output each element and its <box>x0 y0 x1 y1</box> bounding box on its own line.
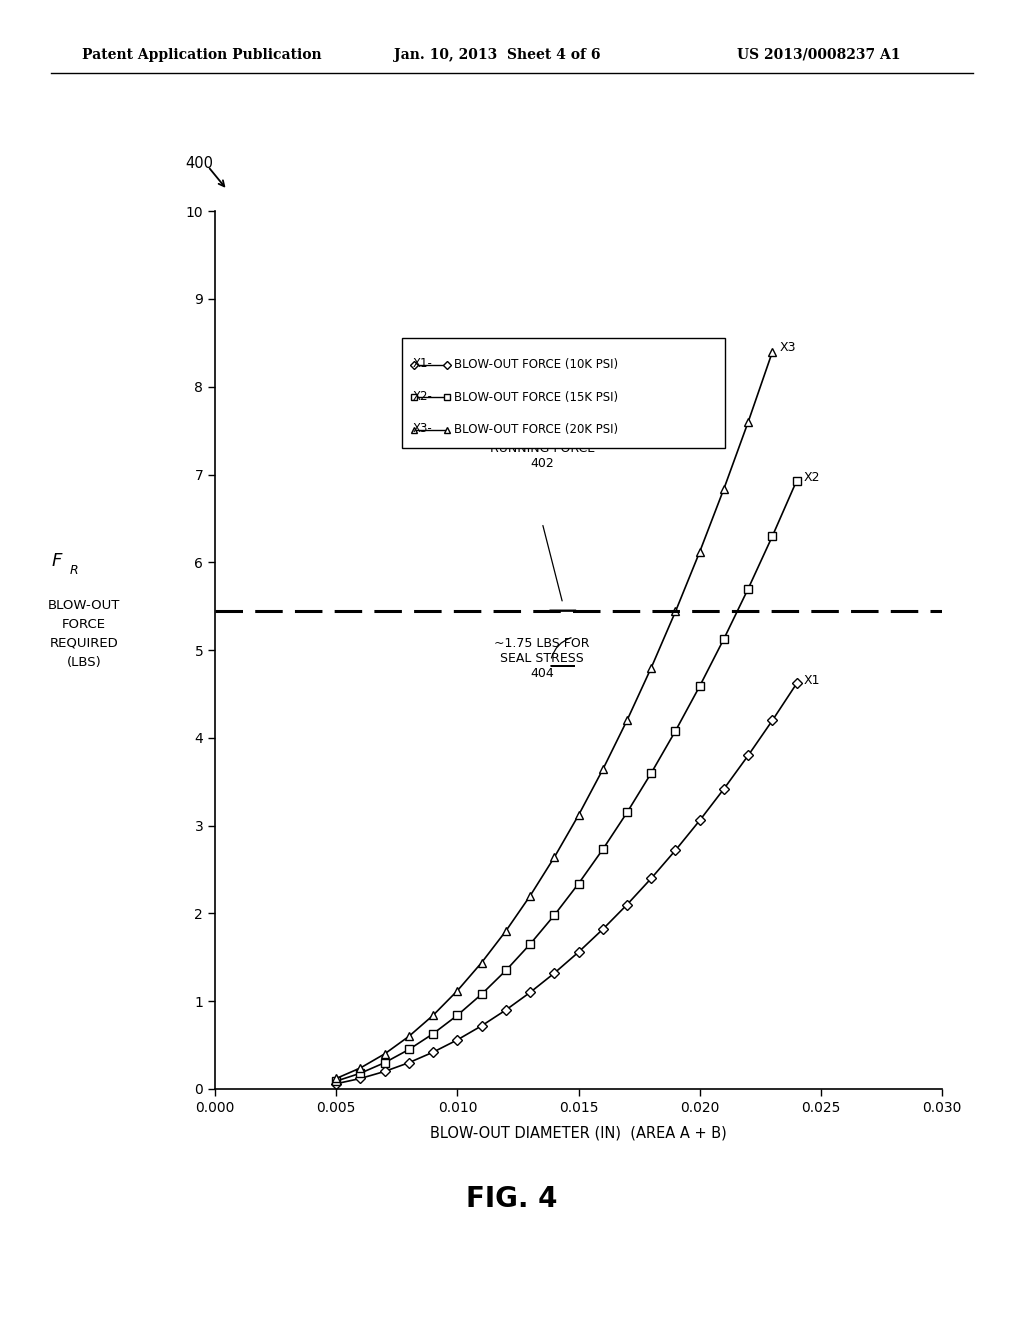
Text: ~1.75 LBS FOR
SEAL STRESS
404: ~1.75 LBS FOR SEAL STRESS 404 <box>495 638 590 680</box>
Text: FIG. 4: FIG. 4 <box>466 1184 558 1213</box>
Text: X2-: X2- <box>413 389 433 403</box>
Text: Patent Application Publication: Patent Application Publication <box>82 48 322 62</box>
Text: BLOW-OUT FORCE (10K PSI): BLOW-OUT FORCE (10K PSI) <box>455 358 618 371</box>
Text: R: R <box>70 564 78 577</box>
X-axis label: BLOW-OUT DIAMETER (IN)  (AREA A + B): BLOW-OUT DIAMETER (IN) (AREA A + B) <box>430 1126 727 1140</box>
Text: X2: X2 <box>804 471 820 483</box>
Text: X3-: X3- <box>413 422 432 436</box>
Text: X3: X3 <box>779 341 797 354</box>
Text: 400: 400 <box>185 156 214 172</box>
FancyBboxPatch shape <box>401 338 725 449</box>
Text: US 2013/0008237 A1: US 2013/0008237 A1 <box>737 48 901 62</box>
Text: BLOW-OUT FORCE (20K PSI): BLOW-OUT FORCE (20K PSI) <box>455 424 618 437</box>
Text: X1-: X1- <box>413 358 433 371</box>
Text: BLOW-OUT
FORCE
REQUIRED
(LBS): BLOW-OUT FORCE REQUIRED (LBS) <box>48 598 120 669</box>
Text: ACTUAL
RUNNING FORCE
402: ACTUAL RUNNING FORCE 402 <box>489 428 595 470</box>
Text: BLOW-OUT FORCE (15K PSI): BLOW-OUT FORCE (15K PSI) <box>455 391 618 404</box>
Text: X1: X1 <box>804 675 820 688</box>
Text: Jan. 10, 2013  Sheet 4 of 6: Jan. 10, 2013 Sheet 4 of 6 <box>394 48 601 62</box>
Text: F: F <box>51 552 61 570</box>
